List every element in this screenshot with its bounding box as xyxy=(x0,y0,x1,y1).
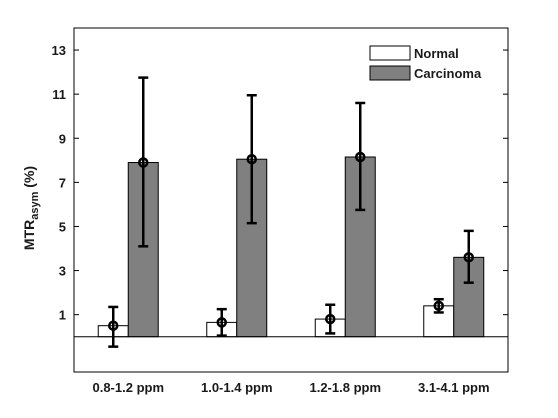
y-tick-label: 13 xyxy=(52,43,66,58)
mean-marker xyxy=(355,151,366,163)
mean-marker xyxy=(325,313,336,325)
mean-marker xyxy=(246,153,257,165)
error-bars xyxy=(108,76,474,348)
x-tick-label: 1.2-1.8 ppm xyxy=(309,380,381,395)
mean-marker xyxy=(108,320,119,331)
legend-swatch-normal xyxy=(369,45,411,61)
x-tick-label: 1.0-1.4 ppm xyxy=(201,380,273,395)
y-axis-label-sub: asym xyxy=(29,191,41,219)
legend-label-normal: Normal xyxy=(414,46,459,61)
mean-marker xyxy=(433,300,444,312)
y-tick-label: 5 xyxy=(59,219,66,234)
x-axis-ticks: 0.8-1.2 ppm 1.0-1.4 ppm 1.2-1.8 ppm 3.1-4.1… xyxy=(92,380,489,395)
y-tick-label: 11 xyxy=(52,87,66,102)
mean-marker xyxy=(138,157,149,168)
x-tick-label: 3.1-4.1 ppm xyxy=(418,380,490,395)
y-tick-label: 9 xyxy=(59,131,66,146)
mean-marker xyxy=(216,317,227,328)
legend-label-carcinoma: Carcinoma xyxy=(414,66,482,81)
y-tick-label: 1 xyxy=(59,308,66,323)
y-axis-label-main: MTR xyxy=(21,220,37,250)
y-tick-label: 3 xyxy=(59,264,66,279)
y-axis-label-unit: (%) xyxy=(21,166,37,192)
legend: Normal Carcinoma xyxy=(344,40,496,86)
mean-marker xyxy=(463,252,474,263)
legend-swatch-carcinoma xyxy=(369,65,411,81)
bars xyxy=(97,156,485,338)
y-tick-label: 7 xyxy=(59,175,66,190)
plot-frame xyxy=(73,27,509,373)
y-axis-label: MTRasym (%) xyxy=(21,166,41,250)
x-tick-label: 0.8-1.2 ppm xyxy=(92,380,164,395)
